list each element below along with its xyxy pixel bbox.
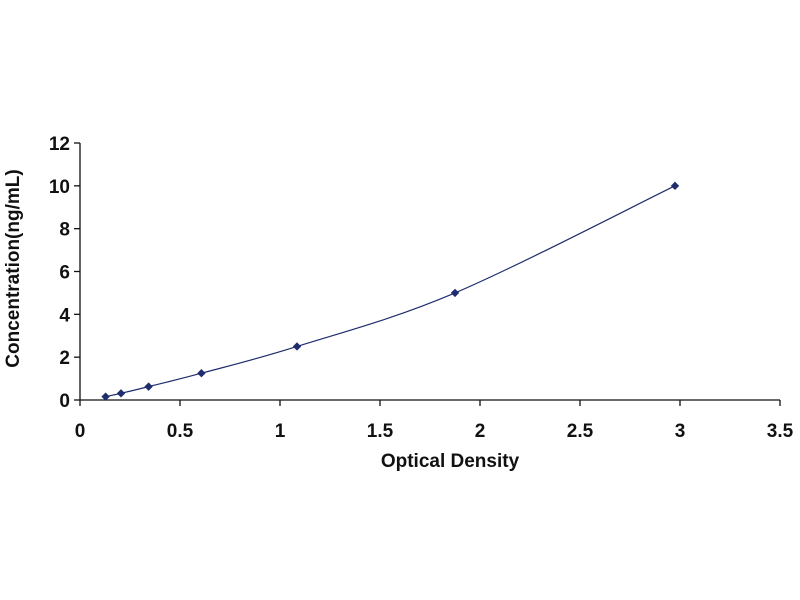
y-axis-title: Concentration(ng/mL) [3,169,24,367]
data-points [101,181,680,401]
axis-ticks: 0 0.5 1 1.5 2 2.5 3 3.5 0 2 4 6 8 10 12 [49,134,794,442]
y-tick-label: 12 [49,134,70,155]
x-tick-label: 2.5 [567,421,594,442]
y-tick-label: 10 [49,177,70,198]
y-tick-label: 4 [59,305,70,326]
axes [79,143,780,401]
x-tick-label: 1.5 [367,421,394,442]
x-tick-label: 0 [75,421,86,442]
data-point-marker [116,389,126,398]
y-tick-label: 6 [59,263,70,284]
data-point-marker [101,392,110,401]
data-point-marker [144,382,153,391]
data-point-marker [450,288,460,298]
x-axis-title: Optical Density [381,451,520,472]
x-tick-label: 3.5 [767,421,794,442]
fit-curve [105,185,676,398]
data-point-marker [670,181,680,191]
y-tick-label: 8 [59,220,70,241]
fit-curve-line [105,185,676,398]
y-tick-label: 0 [59,391,70,412]
data-point-marker [197,369,206,378]
x-tick-label: 3 [675,421,686,442]
y-tick-label: 2 [59,348,70,369]
x-tick-label: 1 [275,421,286,442]
data-point-marker [292,342,302,351]
x-tick-label: 0.5 [167,421,194,442]
x-tick-label: 2 [475,421,486,442]
